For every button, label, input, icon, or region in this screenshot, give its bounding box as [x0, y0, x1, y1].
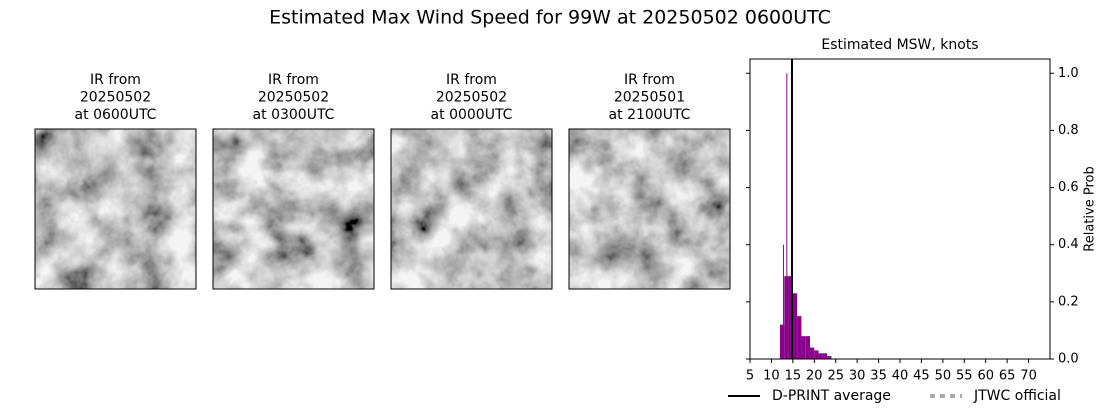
panel-caption: IR from: [90, 72, 141, 88]
chart-title: Estimated MSW, knots: [821, 37, 978, 53]
x-tick-label: 35: [870, 369, 887, 384]
y-axis-label: Relative Prob: [1083, 166, 1098, 251]
bar: [805, 336, 810, 359]
y-tick-label: 0.0: [1058, 352, 1079, 367]
x-tick-label: 55: [956, 369, 973, 384]
y-tick-label: 0.4: [1058, 237, 1079, 252]
x-tick-label: 40: [892, 369, 909, 384]
panel-caption: IR from: [268, 72, 319, 88]
bar: [797, 316, 802, 359]
y-tick-label: 0.2: [1058, 294, 1079, 309]
panel-caption: 20250501: [614, 90, 685, 106]
x-tick-label: 5: [746, 369, 754, 384]
panel-caption: at 0300UTC: [253, 107, 335, 123]
x-tick-label: 20: [806, 369, 823, 384]
x-tick-label: 45: [913, 369, 930, 384]
panel-caption: 20250502: [258, 90, 329, 106]
bar: [822, 353, 828, 359]
ir-image: [391, 129, 552, 289]
ir-image: [35, 129, 196, 289]
ir-frame: [568, 128, 731, 290]
y-tick-label: 0.6: [1058, 180, 1079, 195]
x-tick-label: 25: [827, 369, 844, 384]
ir-image: [213, 129, 374, 289]
ir-frame: [34, 128, 197, 290]
panel-caption: 20250502: [80, 90, 151, 106]
ir-frame: [390, 128, 553, 290]
panel-caption: at 0000UTC: [431, 107, 513, 123]
bar: [792, 293, 798, 359]
panel-caption: IR from: [624, 72, 675, 88]
x-tick-label: 70: [1020, 369, 1037, 384]
figure-title: Estimated Max Wind Speed for 99W at 2025…: [269, 7, 831, 29]
panel-caption: at 2100UTC: [609, 107, 691, 123]
ir-frame: [212, 128, 375, 290]
bar: [788, 276, 793, 359]
bar: [801, 336, 806, 359]
x-tick-label: 15: [785, 369, 802, 384]
bar: [818, 353, 823, 359]
x-tick-label: 60: [977, 369, 994, 384]
x-tick-label: 50: [935, 369, 952, 384]
legend-label: JTWC official: [973, 388, 1061, 404]
x-tick-label: 65: [999, 369, 1016, 384]
plot-frame: [749, 58, 1051, 360]
bar: [827, 356, 832, 359]
panel-caption: IR from: [446, 72, 497, 88]
panel-caption: at 0600UTC: [75, 107, 157, 123]
y-tick-label: 0.8: [1058, 123, 1079, 138]
bar: [814, 350, 819, 359]
panel-caption: 20250502: [436, 90, 507, 106]
y-tick-label: 1.0: [1058, 66, 1079, 81]
bar: [780, 324, 785, 359]
legend-label: D-PRINT average: [772, 388, 891, 404]
ir-image: [569, 129, 730, 289]
x-tick-label: 10: [763, 369, 780, 384]
x-tick-label: 30: [849, 369, 866, 384]
bar: [810, 347, 815, 359]
